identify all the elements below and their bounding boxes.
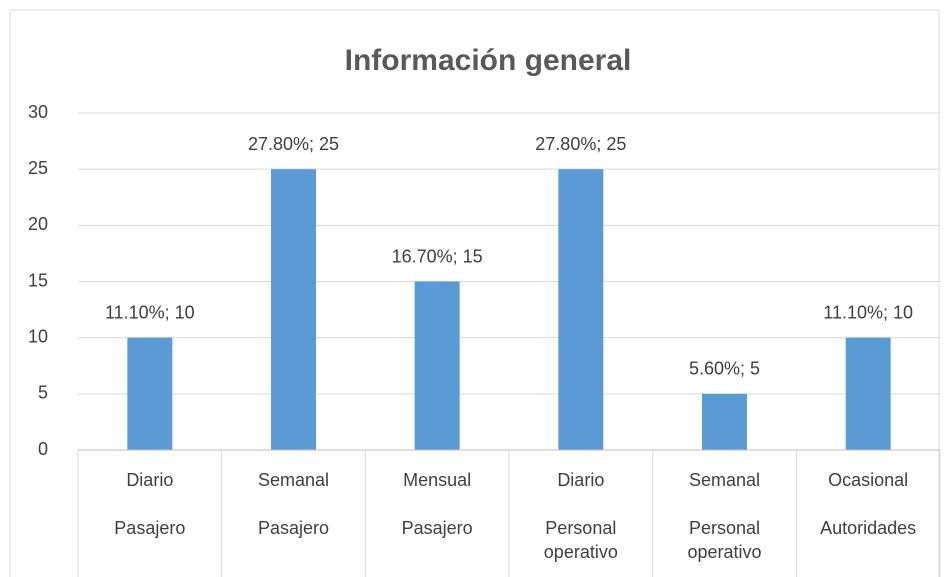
x-group-label: Pasajero — [401, 518, 473, 538]
bar — [414, 281, 460, 450]
x-tick-label: Diario — [126, 470, 174, 490]
bar — [702, 393, 747, 450]
y-tick-label: 0 — [38, 439, 48, 459]
data-label: 11.10%; 10 — [823, 302, 913, 322]
y-tick-label: 5 — [38, 383, 48, 403]
x-group-label: Pasajero — [257, 518, 329, 538]
y-tick-label: 10 — [28, 326, 48, 346]
data-label: 11.10%; 10 — [105, 302, 195, 322]
bar — [271, 169, 316, 450]
x-tick-label: Semanal — [688, 470, 760, 490]
chart-title: Información general — [345, 44, 632, 77]
y-tick-label: 30 — [28, 102, 48, 122]
x-tick-label: Mensual — [403, 470, 472, 490]
data-label: 16.70%; 15 — [392, 246, 483, 266]
data-label: 5.60%; 5 — [689, 359, 760, 379]
x-group-label: Autoridades — [820, 518, 917, 538]
x-group-label: Personal operativo — [687, 518, 762, 562]
x-tick-label: Ocasional — [828, 470, 909, 490]
bar — [558, 169, 604, 450]
y-tick-label: 20 — [28, 214, 48, 234]
data-label: 27.80%; 25 — [248, 134, 339, 154]
bar — [127, 337, 173, 450]
x-group-label: Pasajero — [114, 518, 186, 538]
data-label: 27.80%; 25 — [535, 134, 626, 154]
bar — [845, 337, 891, 450]
chart-border — [9, 9, 940, 577]
x-group-label: Personal operativo — [543, 518, 618, 562]
x-tick-label: Diario — [557, 470, 605, 490]
y-tick-label: 25 — [28, 158, 48, 178]
x-tick-label: Semanal — [257, 470, 329, 490]
y-tick-label: 15 — [28, 270, 48, 290]
